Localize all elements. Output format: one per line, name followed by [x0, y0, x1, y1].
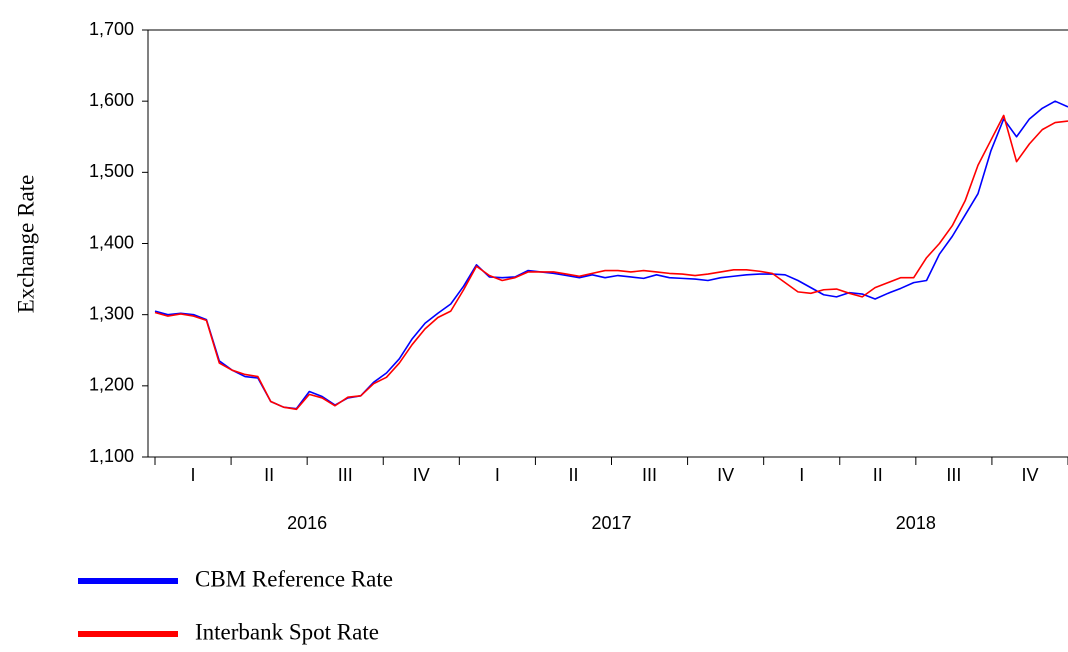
x-tick-label: III — [946, 465, 961, 485]
x-group-label: 2016 — [287, 513, 327, 533]
y-tick-label: 1,200 — [89, 375, 134, 395]
y-tick-label: 1,100 — [89, 446, 134, 466]
x-tick-label: III — [338, 465, 353, 485]
x-tick-label: IV — [717, 465, 734, 485]
y-tick-label: 1,400 — [89, 232, 134, 252]
y-tick-label: 1,600 — [89, 90, 134, 110]
x-tick-label: I — [799, 465, 804, 485]
x-tick-label: I — [191, 465, 196, 485]
legend-label: Interbank Spot Rate — [195, 619, 379, 644]
x-tick-label: IV — [413, 465, 430, 485]
x-tick-label: II — [568, 465, 578, 485]
x-tick-label: IV — [1021, 465, 1038, 485]
y-axis-label: Exchange Rate — [13, 175, 38, 314]
y-tick-label: 1,300 — [89, 303, 134, 323]
series-line — [154, 114, 1068, 411]
x-tick-label: II — [264, 465, 274, 485]
x-tick-label: II — [873, 465, 883, 485]
x-tick-label: III — [642, 465, 657, 485]
x-tick-label: I — [495, 465, 500, 485]
series-line — [154, 100, 1068, 410]
y-tick-label: 1,500 — [89, 161, 134, 181]
x-group-label: 2018 — [896, 513, 936, 533]
x-group-label: 2017 — [591, 513, 631, 533]
legend-label: CBM Reference Rate — [195, 566, 393, 591]
y-tick-label: 1,700 — [89, 19, 134, 39]
